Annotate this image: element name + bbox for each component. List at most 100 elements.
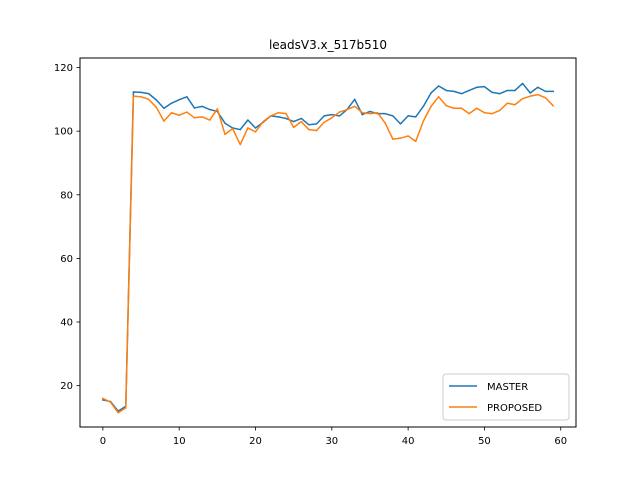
data-point-master [277, 116, 280, 118]
x-tick-label: 50 [478, 436, 491, 447]
data-point-proposed [407, 135, 409, 137]
y-tick-label: 80 [60, 190, 73, 201]
data-point-master [178, 98, 180, 101]
data-point-proposed [186, 111, 188, 113]
data-point-proposed [262, 120, 264, 123]
data-point-master [224, 122, 226, 124]
series-layer [101, 82, 555, 414]
data-point-master [552, 90, 554, 93]
data-point-master [247, 119, 249, 121]
data-point-proposed [132, 95, 135, 97]
data-point-proposed [415, 140, 417, 143]
data-point-proposed [270, 115, 272, 117]
data-point-proposed [476, 107, 478, 110]
data-point-proposed [353, 105, 356, 108]
data-point-master [514, 89, 516, 92]
data-point-master [102, 399, 104, 401]
data-point-master [460, 92, 463, 95]
data-point-master [483, 85, 486, 88]
data-point-master [331, 113, 333, 116]
data-point-proposed [292, 126, 295, 129]
series-line-master [102, 82, 554, 412]
data-point-master [369, 110, 371, 113]
data-point-proposed [537, 93, 539, 96]
data-point-master [491, 91, 493, 94]
data-point-proposed [338, 111, 341, 113]
y-tick-label: 120 [54, 63, 73, 74]
legend-label-proposed: PROPOSED [487, 403, 542, 414]
data-point-proposed [552, 104, 554, 107]
x-axis: 0 10 20 30 40 50 60 [100, 427, 567, 447]
data-point-proposed [376, 111, 379, 114]
data-point-proposed [117, 411, 119, 414]
data-point-master [468, 89, 470, 92]
data-point-proposed [231, 127, 234, 130]
data-point-proposed [178, 114, 180, 117]
series-line-proposed [101, 93, 555, 414]
data-point-proposed [506, 102, 509, 104]
data-point-master [537, 86, 539, 89]
data-point-proposed [498, 109, 501, 112]
y-tick-label: 20 [60, 381, 73, 392]
data-point-master [338, 115, 341, 117]
x-tick-label: 10 [173, 436, 186, 447]
data-point-master [323, 115, 325, 117]
data-point-proposed [216, 108, 219, 110]
data-point-proposed [277, 111, 280, 114]
data-point-proposed [521, 97, 524, 100]
data-point-proposed [163, 120, 165, 122]
data-point-proposed [437, 96, 440, 98]
data-point-master [430, 92, 432, 94]
x-tick-label: 40 [402, 436, 415, 447]
data-point-proposed [544, 97, 547, 99]
data-point-master [476, 86, 478, 89]
data-point-proposed [193, 117, 196, 119]
data-point-proposed [361, 111, 364, 114]
data-point-master [415, 116, 417, 118]
data-point-master [498, 92, 501, 95]
data-point-master [208, 108, 211, 111]
data-point-master [453, 90, 455, 93]
data-point-proposed [285, 112, 287, 115]
data-point-proposed [239, 143, 241, 146]
data-point-master [132, 91, 135, 93]
data-point-proposed [483, 111, 486, 114]
data-point-master [422, 105, 425, 108]
y-tick-label: 40 [60, 318, 73, 329]
y-axis: 20 40 60 80 100 120 [54, 63, 80, 392]
data-point-master [544, 90, 547, 93]
y-tick-label: 100 [54, 127, 73, 138]
data-point-proposed [155, 106, 158, 109]
data-point-proposed [208, 119, 211, 121]
data-point-proposed [331, 117, 333, 119]
data-point-master [193, 107, 196, 109]
data-point-proposed [300, 120, 303, 123]
data-point-master [155, 99, 158, 101]
data-point-proposed [491, 112, 493, 115]
data-point-master [300, 117, 303, 120]
data-point-proposed [315, 129, 318, 132]
data-point-proposed [308, 128, 310, 131]
data-point-master [392, 115, 394, 117]
data-point-proposed [140, 96, 142, 98]
data-point-proposed [170, 111, 173, 114]
data-point-master [521, 82, 524, 85]
data-point-proposed [147, 98, 150, 101]
data-point-proposed [514, 104, 516, 106]
x-tick-label: 30 [325, 436, 338, 447]
x-tick-label: 60 [554, 436, 567, 447]
legend-label-master: MASTER [487, 382, 528, 393]
data-point-proposed [109, 401, 112, 403]
data-point-proposed [384, 122, 386, 124]
data-point-proposed [399, 137, 402, 139]
data-point-proposed [445, 104, 448, 107]
data-point-master [506, 89, 509, 92]
data-point-master [201, 105, 203, 108]
data-point-master [285, 117, 287, 120]
x-tick-label: 0 [100, 436, 106, 447]
data-point-master [308, 124, 310, 126]
y-tick-label: 60 [60, 254, 73, 265]
chart-title: leadsV3.x_517b510 [269, 38, 387, 52]
data-point-proposed [468, 112, 470, 115]
